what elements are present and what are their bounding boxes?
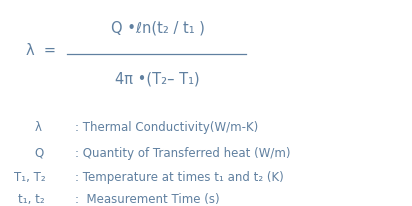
Text: T₁, T₂: T₁, T₂ [14,171,46,184]
Text: Q •ℓn(t₂ / t₁ ): Q •ℓn(t₂ / t₁ ) [110,21,204,36]
Text: : Temperature at times t₁ and t₂ (K): : Temperature at times t₁ and t₂ (K) [75,171,283,184]
Text: :  Measurement Time (s): : Measurement Time (s) [75,193,220,206]
Text: : Quantity of Transferred heat (W/m): : Quantity of Transferred heat (W/m) [75,147,290,160]
Text: 4π •(T₂– T₁): 4π •(T₂– T₁) [115,71,200,86]
Text: Q: Q [34,147,44,160]
Text: λ: λ [34,121,41,134]
Text: t₁, t₂: t₁, t₂ [18,193,45,206]
Text: λ  =: λ = [26,43,56,58]
Text: : Thermal Conductivity(W/m-K): : Thermal Conductivity(W/m-K) [75,121,258,134]
